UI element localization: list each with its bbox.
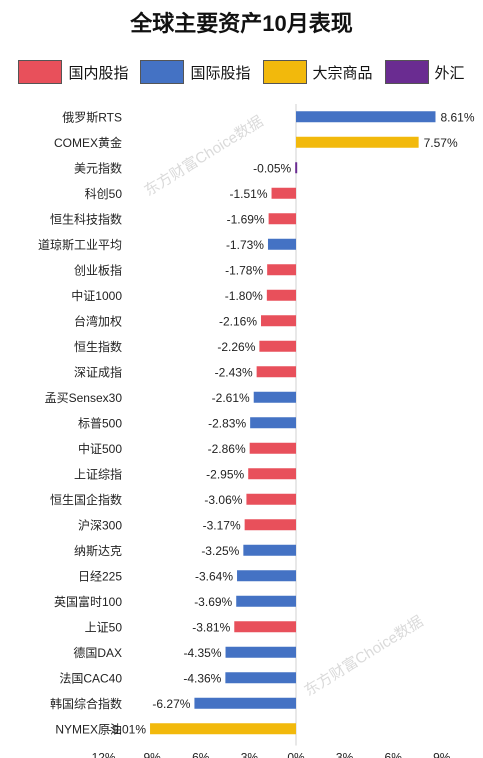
value-label: 7.57% (424, 136, 458, 150)
bar (236, 595, 296, 607)
legend-label: 大宗商品 (312, 64, 373, 82)
legend-label: 国内股指 (68, 64, 129, 82)
legend: 国内股指 国际股指 大宗商品 外汇 (0, 58, 483, 86)
bar (248, 468, 296, 480)
category-label: 创业板指 (74, 262, 122, 277)
legend-label: 国际股指 (190, 64, 251, 82)
value-label: -3.06% (204, 493, 242, 507)
bar (150, 723, 296, 735)
legend-swatch (140, 60, 185, 84)
bar (246, 493, 296, 505)
bar (256, 366, 296, 378)
legend-item: 大宗商品 (262, 60, 373, 84)
category-label: 中证500 (78, 441, 122, 456)
bar (237, 570, 296, 582)
category-label: 中证1000 (71, 288, 122, 303)
x-tick-label: -3% (237, 751, 259, 758)
legend-swatch (384, 60, 429, 84)
value-label: -1.80% (225, 289, 263, 303)
value-label: -4.35% (183, 646, 221, 660)
value-label: -3.64% (195, 569, 233, 583)
value-label: -4.36% (183, 671, 221, 685)
legend-item: 国际股指 (140, 60, 251, 84)
bar (295, 162, 298, 174)
category-label: 上证综指 (74, 466, 122, 481)
bar (296, 111, 436, 123)
category-label: 俄罗斯RTS (62, 110, 122, 124)
bar (250, 417, 296, 429)
category-label: 法国CAC40 (59, 671, 122, 685)
x-tick-label: 6% (385, 751, 403, 758)
category-label: 德国DAX (73, 645, 122, 660)
bar (234, 621, 296, 633)
category-label: 道琼斯工业平均 (38, 237, 122, 252)
bar (249, 442, 296, 454)
category-label: 上证50 (85, 620, 123, 634)
category-label: 孟买Sensex30 (45, 391, 123, 405)
category-label: 台湾加权 (74, 313, 122, 328)
value-label: -9.01% (108, 722, 146, 736)
category-label: NYMEX原油 (55, 722, 122, 736)
value-label: -3.17% (203, 518, 241, 532)
value-label: -2.95% (206, 467, 244, 481)
category-label: 恒生指数 (74, 339, 122, 354)
x-tick-label: 9% (433, 751, 451, 758)
bar (266, 289, 296, 301)
x-tick-label: -9% (140, 751, 162, 758)
bar (261, 315, 296, 327)
legend-swatch (262, 60, 307, 84)
bar (225, 646, 296, 658)
category-label: 深证成指 (74, 364, 122, 379)
bar (267, 238, 296, 250)
legend-item: 国内股指 (18, 60, 128, 84)
value-label: -2.86% (208, 442, 246, 456)
category-label: 标普500 (78, 416, 122, 430)
value-label: -1.69% (227, 212, 265, 226)
value-label: -3.25% (201, 544, 239, 558)
value-label: -3.69% (194, 595, 232, 609)
bar (259, 340, 296, 352)
category-label: 恒生国企指数 (50, 492, 122, 507)
bar (268, 213, 296, 225)
value-label: -1.73% (226, 238, 264, 252)
x-tick-label: -12% (88, 751, 116, 758)
value-label: -0.05% (253, 161, 291, 175)
chart-title: 全球主要资产10月表现 (130, 11, 353, 36)
category-label: 科创50 (85, 187, 123, 201)
category-label: 沪深300 (78, 518, 122, 532)
bar (271, 187, 296, 199)
bar (253, 391, 296, 403)
value-label: -1.51% (230, 187, 268, 201)
value-label: -3.81% (192, 620, 230, 634)
legend-swatch (18, 60, 63, 84)
category-label: COMEX黄金 (54, 135, 122, 150)
value-label: -2.83% (208, 416, 246, 430)
category-label: 韩国综合指数 (50, 696, 122, 711)
category-label: 日经225 (78, 569, 122, 583)
category-label: 纳斯达克 (74, 544, 122, 558)
legend-item: 外汇 (384, 60, 465, 84)
x-tick-label: -6% (188, 751, 210, 758)
value-label: -1.78% (225, 263, 263, 277)
value-label: -2.16% (219, 314, 257, 328)
bar (244, 519, 296, 531)
x-tick-label: 0% (287, 751, 305, 758)
value-label: -6.27% (152, 697, 190, 711)
category-label: 英国富时100 (54, 594, 122, 609)
value-label: -2.43% (215, 365, 253, 379)
legend-label: 外汇 (434, 64, 465, 82)
bar (243, 544, 296, 556)
bar (194, 697, 296, 709)
x-tick-label: 3% (336, 751, 354, 758)
value-label: -2.61% (212, 391, 250, 405)
category-label: 美元指数 (74, 160, 122, 175)
bar (225, 672, 296, 684)
value-label: -2.26% (217, 340, 255, 354)
bar (267, 264, 296, 276)
value-label: 8.61% (440, 110, 474, 124)
bar (296, 136, 419, 148)
category-label: 恒生科技指数 (50, 211, 122, 226)
